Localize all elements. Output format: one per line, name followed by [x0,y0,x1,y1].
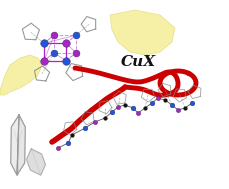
Text: CuX: CuX [120,55,155,69]
Polygon shape [17,115,25,175]
Polygon shape [27,149,45,175]
Polygon shape [0,55,42,95]
Polygon shape [11,115,19,175]
Polygon shape [109,10,174,55]
